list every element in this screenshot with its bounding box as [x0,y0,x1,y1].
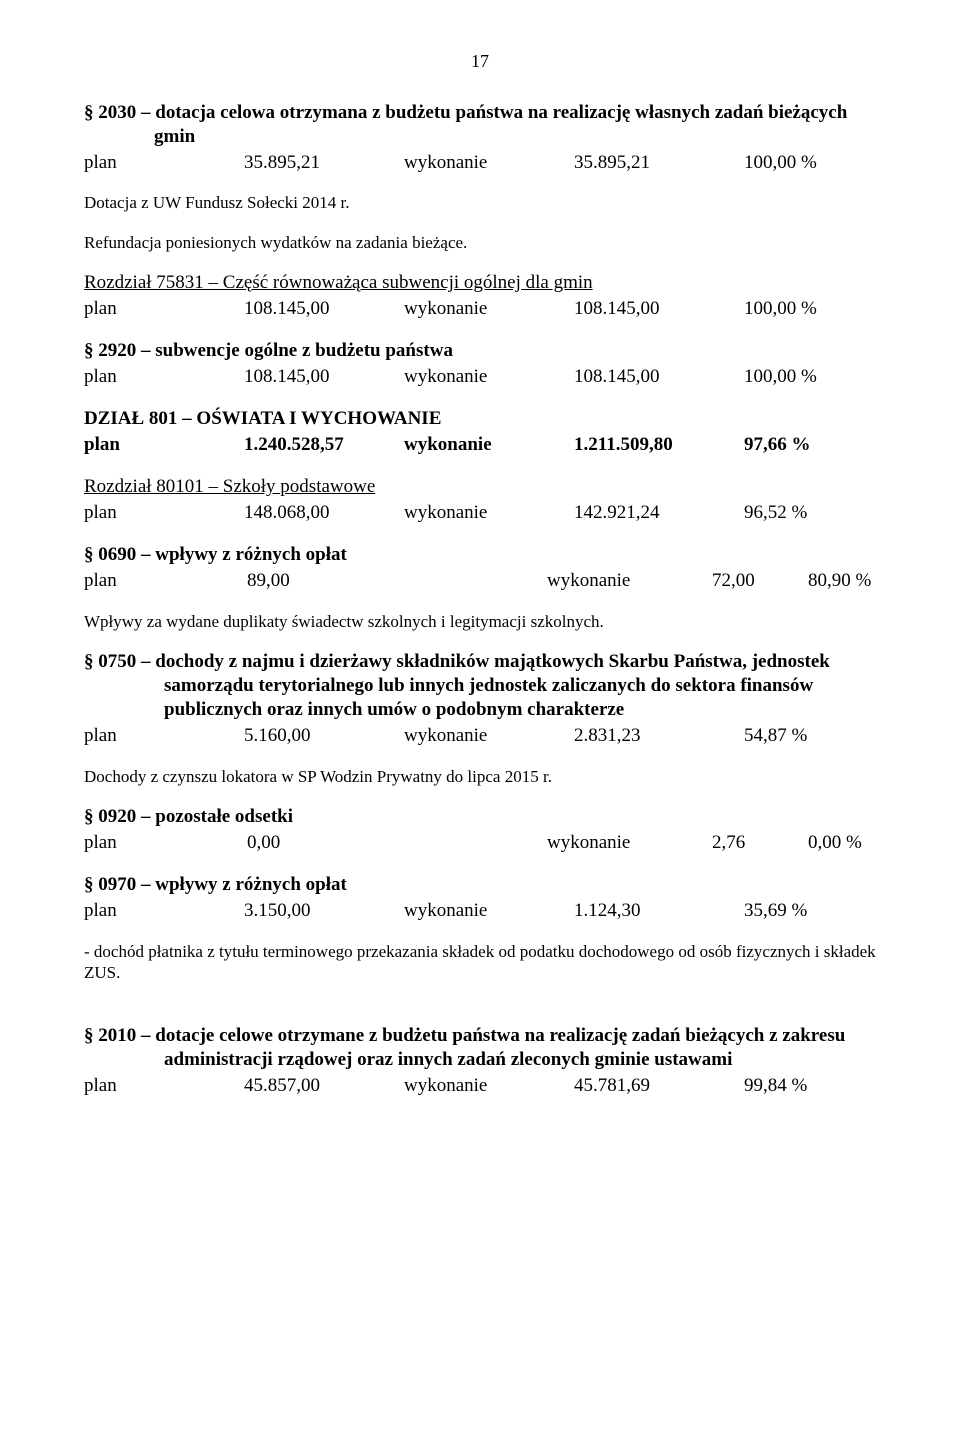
section-r80101-row: plan 148.068,00 wykonanie 142.921,24 96,… [84,501,876,525]
row-label: plan [84,433,244,457]
row-label: plan [84,297,244,321]
section-2010-title: § 2010 – dotacje celowe otrzymane z budż… [84,1024,876,1072]
section-0920: § 0920 – pozostałe odsetki plan 0,00 wyk… [84,805,876,855]
section-2010-title-text: § 2010 – dotacje celowe otrzymane z budż… [84,1025,845,1070]
section-0920-title: § 0920 – pozostałe odsetki [84,805,876,829]
section-2010: § 2010 – dotacje celowe otrzymane z budż… [84,1024,876,1098]
row-label: plan [84,831,247,855]
row-pct: 99,84 % [744,1074,876,1098]
row-wyk: wykonanie [547,569,712,593]
section-2030-row: plan 35.895,21 wykonanie 35.895,21 100,0… [84,151,876,175]
row-val: 35.895,21 [574,151,744,175]
section-r75831: Rozdział 75831 – Część równoważąca subwe… [84,271,876,321]
section-0920-row: plan 0,00 wykonanie 2,76 0,00 % [84,831,876,855]
section-r75831-row: plan 108.145,00 wykonanie 108.145,00 100… [84,297,876,321]
row-val: 1.124,30 [574,899,744,923]
row-plan: 3.150,00 [244,899,404,923]
row-wyk: wykonanie [547,831,712,855]
row-label: plan [84,151,244,175]
row-label: plan [84,501,244,525]
row-pct: 35,69 % [744,899,876,923]
row-plan: 0,00 [247,831,547,855]
section-2030: § 2030 – dotacja celowa otrzymana z budż… [84,101,876,175]
section-0750-title: § 0750 – dochody z najmu i dzierżawy skł… [84,650,876,722]
dotacja-note: Dotacja z UW Fundusz Sołecki 2014 r. [84,192,876,213]
row-pct: 0,00 % [808,831,876,855]
section-2920-title: § 2920 – subwencje ogólne z budżetu pańs… [84,339,876,363]
section-2010-row: plan 45.857,00 wykonanie 45.781,69 99,84… [84,1074,876,1098]
row-plan: 148.068,00 [244,501,404,525]
section-2030-title-text: § 2030 – dotacja celowa otrzymana z budż… [84,102,847,147]
section-2920-row: plan 108.145,00 wykonanie 108.145,00 100… [84,365,876,389]
section-r80101-title: Rozdział 80101 – Szkoły podstawowe [84,475,876,499]
row-val: 1.211.509,80 [574,433,744,457]
section-0970-row: plan 3.150,00 wykonanie 1.124,30 35,69 % [84,899,876,923]
row-wyk: wykonanie [404,724,574,748]
duplikaty-note: Wpływy za wydane duplikaty świadectw szk… [84,611,876,632]
page-content: 17 § 2030 – dotacja celowa otrzymana z b… [0,0,960,1446]
czynsz-note: Dochody z czynszu lokatora w SP Wodzin P… [84,766,876,787]
row-pct: 96,52 % [744,501,876,525]
section-0750-row: plan 5.160,00 wykonanie 2.831,23 54,87 % [84,724,876,748]
row-plan: 35.895,21 [244,151,404,175]
row-val: 2,76 [712,831,808,855]
section-0750-title-text: § 0750 – dochody z najmu i dzierżawy skł… [84,651,830,720]
section-0690: § 0690 – wpływy z różnych opłat plan 89,… [84,543,876,593]
row-val: 2.831,23 [574,724,744,748]
row-pct: 100,00 % [744,365,876,389]
row-plan: 1.240.528,57 [244,433,404,457]
row-plan: 5.160,00 [244,724,404,748]
row-wyk: wykonanie [404,151,574,175]
row-wyk: wykonanie [404,365,574,389]
row-wyk: wykonanie [404,433,574,457]
row-wyk: wykonanie [404,899,574,923]
row-wyk: wykonanie [404,1074,574,1098]
section-0690-title-text: § 0690 – wpływy z różnych opłat [84,544,347,565]
row-label: plan [84,724,244,748]
section-r80101: Rozdział 80101 – Szkoły podstawowe plan … [84,475,876,525]
row-val: 142.921,24 [574,501,744,525]
row-pct: 80,90 % [808,569,876,593]
section-d801-row: plan 1.240.528,57 wykonanie 1.211.509,80… [84,433,876,457]
refund-note: Refundacja poniesionych wydatków na zada… [84,232,876,253]
section-0970: § 0970 – wpływy z różnych opłat plan 3.1… [84,873,876,923]
row-pct: 100,00 % [744,297,876,321]
row-val: 108.145,00 [574,297,744,321]
section-d801-title: DZIAŁ 801 – OŚWIATA I WYCHOWANIE [84,407,876,431]
row-plan: 45.857,00 [244,1074,404,1098]
row-val: 45.781,69 [574,1074,744,1098]
section-d801: DZIAŁ 801 – OŚWIATA I WYCHOWANIE plan 1.… [84,407,876,457]
row-pct: 100,00 % [744,151,876,175]
row-plan: 89,00 [247,569,547,593]
row-label: plan [84,1074,244,1098]
section-2920-title-text: § 2920 – subwencje ogólne z budżetu pańs… [84,340,453,361]
section-r75831-title: Rozdział 75831 – Część równoważąca subwe… [84,271,876,295]
page-number: 17 [84,50,876,73]
section-2030-title: § 2030 – dotacja celowa otrzymana z budż… [84,101,876,149]
row-val: 108.145,00 [574,365,744,389]
section-0690-title: § 0690 – wpływy z różnych opłat [84,543,876,567]
row-plan: 108.145,00 [244,297,404,321]
row-wyk: wykonanie [404,297,574,321]
row-pct: 54,87 % [744,724,876,748]
row-plan: 108.145,00 [244,365,404,389]
row-label: plan [84,365,244,389]
row-pct: 97,66 % [744,433,876,457]
row-wyk: wykonanie [404,501,574,525]
section-0970-title: § 0970 – wpływy z różnych opłat [84,873,876,897]
section-0750: § 0750 – dochody z najmu i dzierżawy skł… [84,650,876,748]
section-0690-row: plan 89,00 wykonanie 72,00 80,90 % [84,569,876,593]
row-val: 72,00 [712,569,808,593]
section-2920: § 2920 – subwencje ogólne z budżetu pańs… [84,339,876,389]
zus-note: - dochód płatnika z tytułu terminowego p… [84,941,876,984]
row-label: plan [84,569,247,593]
row-label: plan [84,899,244,923]
